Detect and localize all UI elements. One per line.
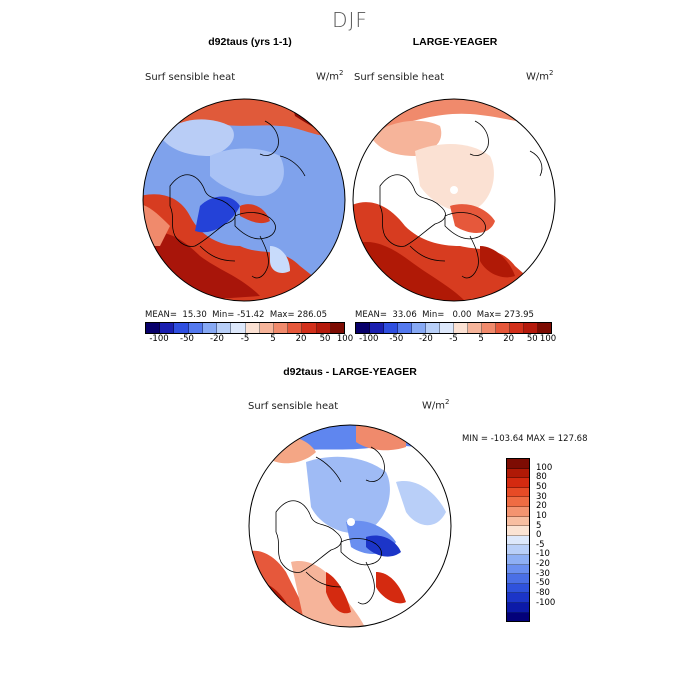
tick-label: -100	[536, 597, 556, 608]
tick-label: 20	[503, 334, 515, 344]
tick-label: 100	[539, 334, 557, 344]
tick-label: -80	[536, 588, 550, 599]
tick-label: -10	[536, 549, 550, 560]
tick-label: 50	[536, 481, 547, 492]
tick-label: -50	[389, 334, 404, 344]
tick-label: -5	[536, 539, 545, 550]
colorbar-diff-ticks: 100 80 50 30 20 10 5 0 -5 -10 -20 -30 -5…	[536, 458, 576, 622]
variable-label-model: Surf sensible heat	[145, 72, 236, 83]
tick-label: -20	[210, 334, 224, 344]
units-label-model: W/m2	[316, 69, 344, 83]
colorbar-model-swatches	[145, 322, 345, 334]
tick-label: 80	[536, 472, 547, 483]
panel-title-obs: LARGE-YEAGER	[412, 36, 498, 48]
stats-obs: MEAN= 33.06 Min= 0.00 Max= 273.95	[355, 310, 534, 320]
tick-label: -20	[418, 334, 433, 344]
variable-label-obs: Surf sensible heat	[354, 72, 445, 83]
colorbar-obs-ticks: -100 -50 -20 -5 5 20 50 100	[355, 334, 556, 346]
season-title: DJF	[332, 8, 368, 32]
colorbar-diff-swatches	[506, 458, 530, 622]
colorbar-model: -100 -50 -20 -5 5 20 50 100	[145, 322, 353, 346]
tick-label: 0	[536, 530, 542, 541]
tick-label: 100	[536, 462, 553, 473]
units-label-obs: W/m2	[526, 69, 554, 83]
stats-model: MEAN= 15.30 Min= -51.42 Max= 286.05	[145, 310, 328, 320]
panel-title-model: d92taus (yrs 1-1)	[208, 36, 292, 48]
tick-label: -20	[536, 559, 550, 570]
colorbar-model-ticks: -100 -50 -20 -5 5 20 50 100	[145, 334, 353, 346]
colorbar-obs-swatches	[355, 322, 552, 334]
tick-label: -5	[240, 334, 250, 344]
colorbar-diff: 100 80 50 30 20 10 5 0 -5 -10 -20 -30 -5…	[506, 458, 576, 622]
tick-label: 5	[536, 520, 542, 531]
polar-map-obs	[352, 98, 556, 302]
tick-label: 20	[295, 334, 307, 344]
tick-label: -50	[536, 578, 550, 589]
stats-diff: MIN = -103.64 MAX = 127.68	[462, 434, 588, 444]
tick-label: 100	[336, 334, 354, 344]
tick-label: -100	[149, 334, 169, 344]
colorbar-obs: -100 -50 -20 -5 5 20 50 100	[355, 322, 556, 346]
tick-label: -100	[359, 334, 379, 344]
tick-label: 30	[536, 491, 547, 502]
polar-map-diff	[248, 424, 452, 628]
tick-label: 5	[478, 334, 484, 344]
variable-label-diff: Surf sensible heat	[248, 401, 339, 412]
tick-label: 20	[536, 501, 547, 512]
units-label-diff: W/m2	[422, 398, 450, 412]
tick-label: 50	[319, 334, 331, 344]
tick-label: 5	[270, 334, 276, 344]
tick-label: -5	[449, 334, 458, 344]
tick-label: 10	[536, 510, 547, 521]
tick-label: -50	[180, 334, 194, 344]
tick-label: -30	[536, 568, 550, 579]
difference-title: d92taus - LARGE-YEAGER	[283, 366, 417, 378]
tick-label: 50	[526, 334, 538, 344]
polar-map-model	[142, 98, 346, 302]
